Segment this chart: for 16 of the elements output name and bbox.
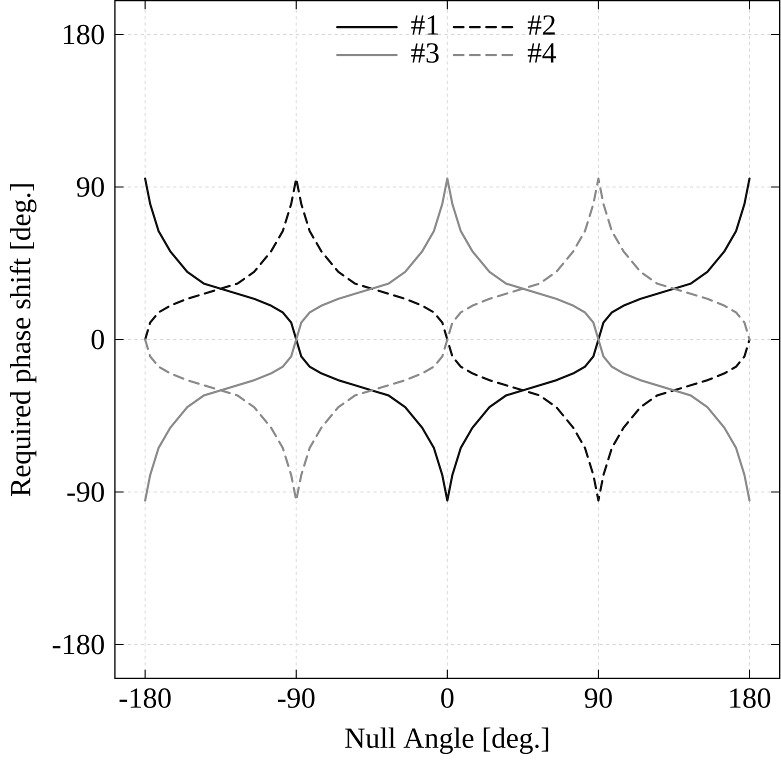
y-tick-label: 90: [76, 177, 104, 197]
y-tick-label: -90: [67, 482, 104, 502]
y-tick-label: -180: [52, 634, 104, 654]
x-tick-label: -180: [120, 688, 171, 708]
x-tick-label: -90: [278, 688, 314, 708]
legend-label: #4: [528, 43, 556, 63]
legend-label: #1: [411, 16, 438, 35]
x-tick-label: 0: [441, 688, 454, 708]
legend-label: #2: [528, 15, 555, 35]
y-tick-label: 0: [92, 330, 104, 350]
x-tick-label: 90: [584, 688, 612, 708]
y-tick-label: 180: [64, 24, 104, 44]
x-tick-label: 180: [730, 688, 770, 708]
x-axis-title: Null Angle [deg.]: [345, 728, 548, 754]
y-axis-title: Required phase shift [deg.]: [10, 184, 36, 496]
legend-label: #3: [411, 43, 439, 63]
